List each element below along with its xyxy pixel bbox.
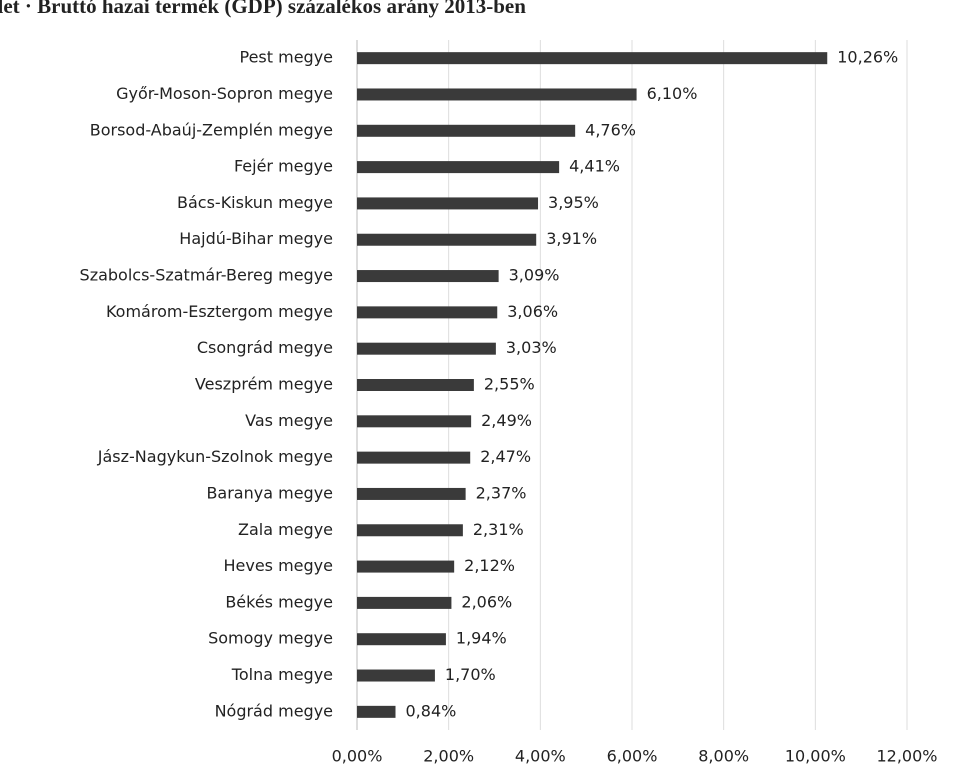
y-tick-label: Tolna megye: [231, 665, 333, 684]
chart-title: melléklet · Bruttó hazai termék (GDP) sz…: [0, 0, 526, 18]
y-tick-label: Nógrád megye: [215, 701, 333, 720]
y-tick-label: Zala megye: [238, 520, 333, 539]
value-label: 3,09%: [509, 266, 560, 285]
value-label: 1,94%: [456, 629, 507, 648]
y-tick-label: Somogy megye: [208, 629, 333, 648]
bar: [357, 88, 637, 101]
x-tick-label: 12,00%: [876, 747, 937, 766]
bar: [357, 524, 463, 537]
value-label: 0,84%: [406, 701, 457, 720]
bar: [357, 124, 576, 137]
y-tick-label: Borsod-Abaúj-Zemplén megye: [90, 120, 333, 139]
x-tick-label: 2,00%: [423, 747, 474, 766]
x-tick-label: 8,00%: [698, 747, 749, 766]
y-tick-label: Pest megye: [239, 48, 333, 67]
value-label: 6,10%: [647, 84, 698, 103]
x-tick-label: 6,00%: [607, 747, 658, 766]
bar: [357, 669, 435, 682]
y-tick-label: Békés megye: [225, 592, 333, 611]
y-tick-label: Fejér megye: [234, 157, 333, 176]
value-label: 3,06%: [507, 302, 558, 321]
bar: [357, 270, 499, 283]
y-tick-label: Vas megye: [245, 411, 333, 430]
y-tick-label: Komárom-Esztergom megye: [106, 302, 333, 321]
y-tick-label: Heves megye: [223, 556, 333, 575]
value-label: 1,70%: [445, 665, 496, 684]
value-label: 2,55%: [484, 375, 535, 394]
value-label: 4,76%: [585, 120, 636, 139]
y-tick-label: Hajdú-Bihar megye: [179, 229, 333, 248]
bar: [357, 560, 455, 573]
bar: [357, 197, 539, 210]
y-tick-label: Jász-Nagykun-Szolnok megye: [97, 447, 333, 466]
bar: [357, 705, 396, 718]
bar: [357, 633, 446, 646]
value-label: 2,06%: [461, 592, 512, 611]
bar: [357, 451, 471, 464]
x-tick-label: 0,00%: [332, 747, 383, 766]
value-label: 2,47%: [480, 447, 531, 466]
value-label: 3,95%: [548, 193, 599, 212]
bar: [357, 306, 498, 319]
y-tick-label: Győr-Moson-Sopron megye: [116, 84, 333, 103]
bar: [357, 379, 474, 391]
bar: [357, 415, 472, 428]
value-label: 2,12%: [464, 556, 515, 575]
y-tick-label: Veszprém megye: [195, 375, 333, 394]
x-tick-label: 4,00%: [515, 747, 566, 766]
value-label: 10,26%: [837, 48, 898, 67]
value-label: 3,03%: [506, 338, 557, 357]
bar: [357, 233, 537, 246]
value-label: 3,91%: [546, 229, 597, 248]
y-tick-label: Baranya megye: [206, 483, 333, 502]
x-tick-label: 10,00%: [785, 747, 846, 766]
value-label: 2,31%: [473, 520, 524, 539]
value-label: 2,37%: [476, 483, 527, 502]
bar: [357, 487, 466, 500]
bar: [357, 161, 560, 174]
y-tick-label: Csongrád megye: [197, 338, 333, 357]
bar: [357, 52, 828, 65]
bar: [357, 596, 452, 609]
y-tick-label: Szabolcs-Szatmár-Bereg megye: [80, 266, 333, 285]
value-label: 2,49%: [481, 411, 532, 430]
bar: [357, 342, 496, 355]
value-label: 4,41%: [569, 157, 620, 176]
y-tick-label: Bács-Kiskun megye: [177, 193, 333, 212]
